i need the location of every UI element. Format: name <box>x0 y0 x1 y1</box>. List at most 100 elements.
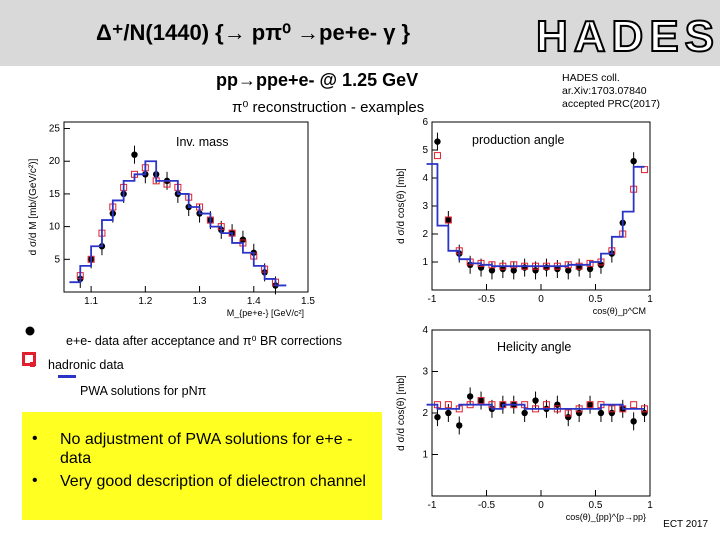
hadronic-point <box>444 216 452 224</box>
y-axis-label: d σ/d cos(θ) [mb] <box>396 375 407 451</box>
panel-label-inv-mass: Inv. mass <box>176 135 229 149</box>
hadronic-point <box>433 152 441 160</box>
hadronic-point <box>608 405 616 413</box>
hadronic-point <box>586 259 594 267</box>
x-axis-label: cos(θ)_{pp}^{p→pp} <box>566 512 646 522</box>
y-tick-label: 4 <box>422 325 428 336</box>
legend-marker-pwa <box>58 375 76 378</box>
data-point <box>445 409 452 417</box>
pwa-histogram <box>69 160 287 287</box>
x-tick-label: -1 <box>428 500 437 511</box>
data-point <box>565 267 572 274</box>
data-point <box>456 422 463 429</box>
production-angle-chart: -1 -0.5 0 0.5 1 1 2 3 4 5 6 cos(θ)_p^CM d σ/d cos(θ)… <box>396 117 653 316</box>
y-tick-label: 25 <box>49 124 61 135</box>
data-point <box>608 409 616 417</box>
footer-label: ECT 2017 <box>663 519 708 530</box>
x-axis-label: M_{pe+e-} [GeV/c²] <box>227 308 304 318</box>
data-point <box>532 397 539 404</box>
x-tick-label: 1 <box>647 500 653 511</box>
data-point <box>445 216 452 224</box>
data-point <box>510 267 517 274</box>
y-tick-label: 3 <box>422 201 428 212</box>
plot-frame <box>431 329 651 497</box>
hadronic-point <box>510 261 518 269</box>
x-tick-label: -1 <box>428 294 437 305</box>
y-tick-label: 10 <box>49 222 61 233</box>
hadronic-point <box>630 401 638 409</box>
hadronic-point <box>444 401 452 409</box>
y-axis-label: d σ/d M [mb/(GeV/c²)] <box>28 158 39 255</box>
bullet-marker: • <box>32 472 38 489</box>
x-tick-label: 1.4 <box>247 296 261 307</box>
y-tick-label: 1 <box>422 450 428 461</box>
data-point <box>488 267 496 274</box>
bullet-marker: • <box>32 430 38 447</box>
hadronic-point <box>586 401 594 409</box>
x-tick-label: 1.5 <box>301 296 315 307</box>
x-tick-label: 0 <box>538 294 544 305</box>
legend-hadronic-label: hadronic data <box>48 358 124 372</box>
pwa-histogram <box>426 403 645 410</box>
y-tick-label: 2 <box>422 408 428 419</box>
panel-label-production-angle: production angle <box>472 133 565 147</box>
panel-label-helicity-angle: Helicity angle <box>497 340 572 354</box>
data-point <box>586 401 594 408</box>
pwa-histogram <box>426 163 645 268</box>
conclusion-item: Very good description of dielectron chan… <box>60 473 366 490</box>
y-tick-label: 5 <box>422 145 428 156</box>
reference-note: HADES coll. ar.Xiv:1703.07840 accepted P… <box>562 72 661 110</box>
data-point <box>477 397 485 404</box>
data-point <box>586 265 594 273</box>
legend-marker-hadronic <box>22 352 36 367</box>
x-tick-label: -0.5 <box>478 500 496 511</box>
x-tick-label: 0.5 <box>589 500 603 511</box>
plot-frame <box>63 121 309 293</box>
hadronic-point <box>564 409 572 417</box>
conclusions-box: • No adjustment of PWA solutions for e+e… <box>22 412 382 520</box>
hadronic-point <box>477 397 485 405</box>
reaction-heading: pp→ppe+e- @ 1.25 GeV <box>216 70 419 90</box>
y-tick-label: 2 <box>422 229 428 240</box>
title-banner: Δ⁺/N(1440) {→ pπ⁰ →pe+e- γ } HADES <box>0 0 720 66</box>
data-point <box>575 409 583 417</box>
y-tick-label: 4 <box>422 173 428 184</box>
legend-marker-data <box>25 326 35 336</box>
data-point <box>630 418 637 425</box>
y-tick-label: 20 <box>49 156 61 167</box>
y-axis-label: d σ/d cos(θ) [mb] <box>396 168 407 244</box>
data-point <box>532 267 539 274</box>
data-point <box>597 409 605 417</box>
y-tick-label: 6 <box>422 117 428 128</box>
hades-logo: HADES <box>535 11 720 62</box>
data-point <box>630 158 637 165</box>
x-tick-label: 0 <box>538 500 544 511</box>
data-point <box>131 151 138 158</box>
data-point <box>554 401 561 408</box>
hadronic-point <box>542 401 550 409</box>
y-tick-label: 5 <box>54 254 60 265</box>
x-tick-label: 1 <box>647 294 653 305</box>
plot-frame <box>431 121 651 291</box>
data-point <box>466 393 474 400</box>
reconstruction-subtitle: π⁰ reconstruction - examples <box>232 99 425 116</box>
invariant-mass-chart: 1.1 1.2 1.3 1.4 1.5 5 10 15 20 25 M_{pe+e-} [GeV/c… <box>28 121 315 318</box>
data-point <box>434 138 441 145</box>
data-point <box>641 409 648 417</box>
data-point <box>434 413 441 421</box>
x-tick-label: 1.2 <box>138 296 152 307</box>
data-point <box>565 413 572 421</box>
x-tick-label: 1.1 <box>84 296 98 307</box>
legend-pwa-label: PWA solutions for pNπ <box>80 384 207 398</box>
x-tick-label: 0.5 <box>589 294 603 305</box>
y-tick-label: 3 <box>422 367 428 378</box>
y-tick-label: 15 <box>49 189 61 200</box>
y-tick-label: 1 <box>422 257 428 268</box>
data-point <box>521 409 528 417</box>
x-tick-label: 1.3 <box>193 296 207 307</box>
conclusion-item: No adjustment of PWA solutions for e+e -… <box>60 431 353 467</box>
x-tick-label: -0.5 <box>478 294 496 305</box>
x-axis-label: cos(θ)_p^CM <box>593 306 646 316</box>
hadronic-point <box>575 262 583 270</box>
legend-data-label: e+e- data after acceptance and π⁰ BR cor… <box>66 334 342 348</box>
